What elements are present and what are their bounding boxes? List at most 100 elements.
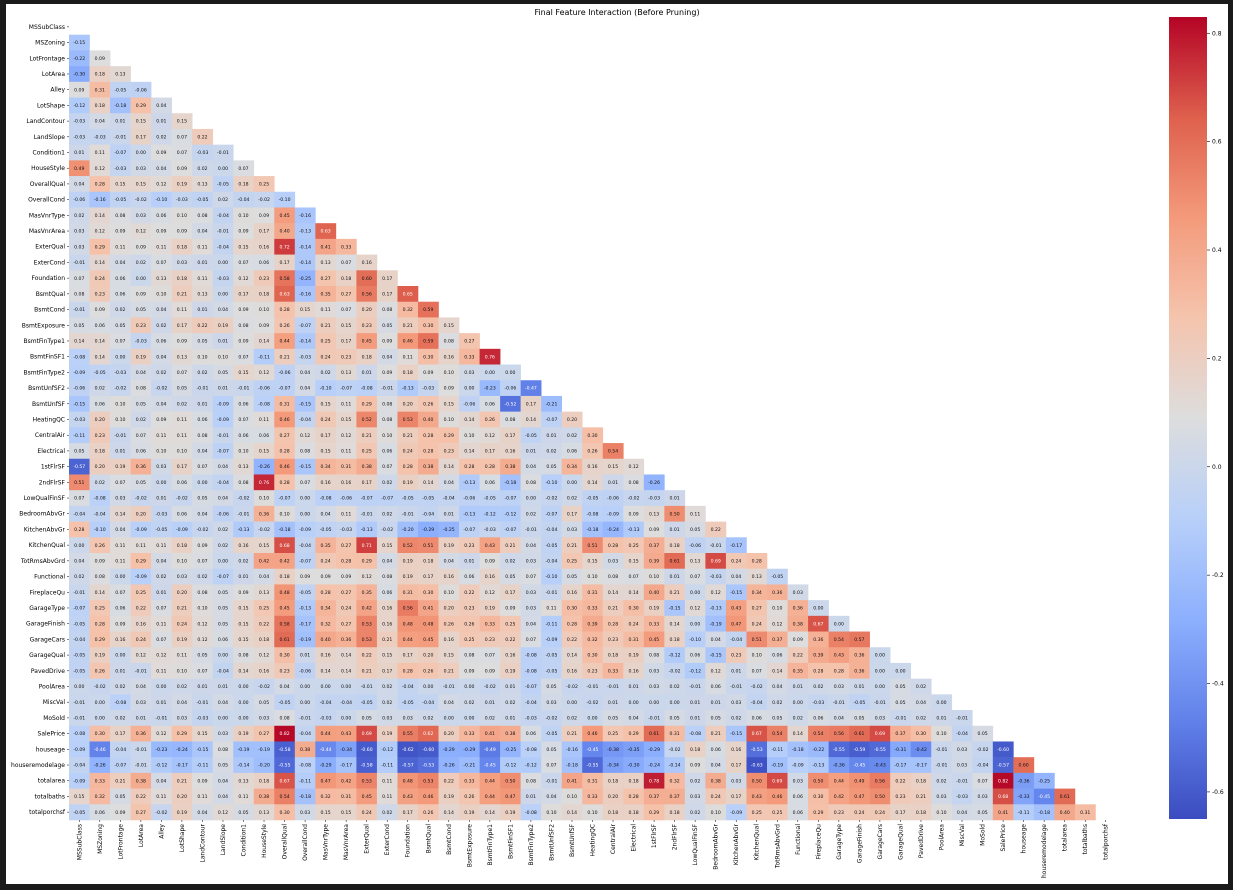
heatmap-cell: [130, 474, 152, 491]
cell-value-label: 0.16: [321, 653, 331, 659]
cell-value-label: 0.22: [444, 778, 454, 784]
cell-value-label: 0.28: [279, 307, 289, 313]
heatmap-cell: [253, 600, 275, 617]
heatmap-cell: [233, 191, 255, 208]
cell-value-label: 0.05: [505, 574, 515, 580]
heatmap-cell: [335, 395, 357, 412]
cell-value-label: 0.05: [197, 496, 207, 502]
cell-value-label: 0.46: [772, 794, 782, 800]
cell-value-label: -0.08: [361, 386, 373, 392]
y-tick-label: LotFrontage: [29, 55, 65, 62]
cell-value-label: 0.47: [731, 621, 741, 627]
cell-value-label: 0.18: [608, 778, 618, 784]
cell-value-label: 0.56: [834, 731, 844, 737]
heatmap-cell: [459, 553, 480, 570]
cell-value-label: 0.31: [670, 731, 680, 737]
cell-value-label: 0.24: [95, 276, 105, 282]
cell-value-label: 0.09: [238, 229, 248, 235]
cell-value-label: 0.01: [197, 307, 207, 313]
heatmap-cell: [89, 176, 111, 193]
heatmap-cell: [684, 584, 706, 601]
heatmap-cell: [110, 380, 131, 397]
cell-value-label: 0.10: [177, 449, 187, 455]
heatmap-cell: [151, 128, 172, 145]
cell-value-label: 0.05: [546, 684, 556, 690]
cell-value-label: 0.06: [95, 401, 105, 407]
y-tick-label: LotShape: [37, 102, 65, 109]
cell-value-label: -0.05: [94, 370, 106, 376]
heatmap-cell: [684, 505, 706, 522]
cell-value-label: 0.04: [197, 511, 207, 517]
heatmap-cell: [315, 301, 337, 318]
heatmap-cell: [500, 615, 521, 632]
y-tick-label: GarageFinish: [26, 621, 65, 628]
heatmap-cell: [356, 458, 378, 475]
heatmap-cell: [274, 521, 296, 538]
heatmap-cell: [89, 505, 111, 522]
cell-value-label: -0.08: [299, 763, 311, 769]
heatmap-cell: [561, 584, 583, 601]
heatmap-cell: [294, 333, 316, 350]
cell-value-label: 0.23: [731, 653, 741, 659]
cell-value-label: 0.36: [813, 637, 823, 643]
heatmap-cell: [438, 411, 460, 428]
cell-value-label: 0.38: [300, 747, 310, 753]
heatmap-cell: [253, 176, 275, 193]
heatmap-cell: [664, 584, 686, 601]
heatmap-cell: [602, 458, 624, 475]
cell-value-label: 0.29: [362, 401, 372, 407]
heatmap-cell: [623, 505, 645, 522]
cell-value-label: 0.36: [772, 590, 782, 596]
heatmap-cell: [294, 427, 316, 444]
cell-value-label: 0.36: [793, 606, 803, 612]
cell-value-label: -0.01: [648, 716, 660, 722]
heatmap-cell: [418, 490, 439, 507]
cell-value-label: 0.61: [649, 731, 659, 737]
cell-value-label: 0.01: [444, 511, 454, 517]
cell-value-label: -0.12: [504, 763, 516, 769]
cell-value-label: -0.07: [340, 386, 352, 392]
cell-value-label: -0.11: [545, 621, 557, 627]
x-tick-label: LotFrontage: [117, 824, 124, 860]
heatmap-cell: [69, 34, 90, 51]
heatmap-cell: [89, 380, 111, 397]
y-tick-label: OverallQual: [30, 181, 66, 188]
cell-value-label: 0.29: [95, 244, 105, 250]
heatmap-cell: [274, 443, 296, 460]
cell-value-label: 0.11: [156, 543, 166, 549]
cell-value-label: 0.03: [300, 810, 310, 816]
x-tick-label: 2ndFlrSF: [672, 823, 679, 850]
heatmap-cell: [684, 568, 706, 585]
heatmap-cell: [253, 191, 275, 208]
heatmap-cell: [335, 427, 357, 444]
cell-value-label: 0.05: [136, 307, 146, 313]
heatmap-cell: [130, 380, 152, 397]
cell-value-label: 0.44: [485, 778, 495, 784]
cell-value-label: 0.26: [464, 794, 474, 800]
cell-value-label: 0.18: [670, 810, 680, 816]
heatmap-cell: [171, 254, 193, 271]
heatmap-cell: [356, 427, 378, 444]
cell-value-label: -0.60: [997, 747, 1009, 753]
cell-value-label: 0.01: [505, 716, 515, 722]
cell-value-label: 0.03: [731, 700, 741, 706]
heatmap-cell: [602, 505, 624, 522]
heatmap-cell: [89, 50, 111, 67]
cell-value-label: -0.11: [258, 354, 270, 360]
cell-value-label: -0.12: [73, 103, 85, 109]
cell-value-label: 0.10: [936, 810, 946, 816]
cell-value-label: 0.04: [218, 700, 228, 706]
cell-value-label: 0.30: [916, 731, 926, 737]
heatmap-cell: [130, 128, 152, 145]
cell-value-label: 0.04: [711, 763, 721, 769]
heatmap-cell: [315, 631, 337, 648]
cell-value-label: -0.06: [73, 386, 85, 392]
cell-value-label: 0.07: [197, 668, 207, 674]
cell-value-label: 0.03: [115, 496, 125, 502]
cell-value-label: 0.50: [875, 794, 885, 800]
heatmap-cell: [294, 647, 316, 664]
heatmap-cell: [253, 395, 275, 412]
cell-value-label: 0.09: [197, 778, 207, 784]
heatmap-cell: [459, 647, 480, 664]
cell-value-label: 0.14: [464, 449, 474, 455]
